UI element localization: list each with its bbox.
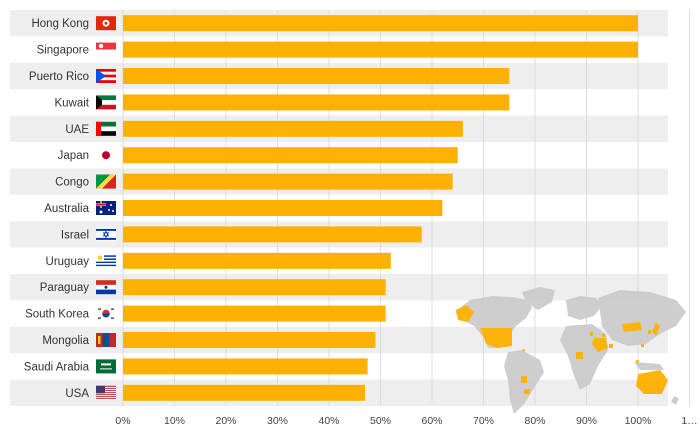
puerto-rico-flag-icon bbox=[96, 69, 116, 83]
category-label: Paraguay bbox=[40, 282, 89, 294]
map-paraguay bbox=[521, 376, 527, 383]
category-label: Kuwait bbox=[54, 97, 89, 109]
category-label: Australia bbox=[44, 203, 89, 215]
bar-south-korea bbox=[123, 305, 386, 322]
map-asia bbox=[598, 290, 686, 346]
kuwait-flag-icon bbox=[96, 95, 116, 110]
bars bbox=[123, 15, 638, 401]
bar-usa bbox=[123, 384, 366, 401]
japan-flag-icon bbox=[96, 148, 116, 163]
bar-kuwait bbox=[123, 94, 510, 111]
map-australia bbox=[636, 370, 668, 394]
bar-uae bbox=[123, 120, 463, 137]
map-new-zealand bbox=[671, 396, 679, 405]
bar-paraguay bbox=[123, 279, 386, 296]
bar-puerto-rico bbox=[123, 68, 510, 84]
bar-hong-kong bbox=[123, 15, 638, 32]
category-label: Uruguay bbox=[46, 256, 90, 268]
world-map-inset bbox=[455, 287, 686, 414]
category-label: Saudi Arabia bbox=[24, 361, 90, 373]
map-saudi-arabia bbox=[592, 338, 608, 352]
bar-israel bbox=[123, 226, 422, 243]
x-tick-label: 40% bbox=[318, 415, 339, 427]
bar-uruguay bbox=[123, 252, 391, 269]
category-label: Israel bbox=[61, 229, 89, 241]
map-indonesia bbox=[634, 362, 664, 370]
category-label: USA bbox=[65, 388, 89, 400]
x-tick-label: 10% bbox=[164, 415, 185, 427]
bar-singapore bbox=[123, 41, 638, 58]
uruguay-flag-icon bbox=[96, 253, 116, 268]
category-label: Hong Kong bbox=[31, 18, 89, 30]
australia-flag-icon bbox=[96, 201, 116, 215]
map-uruguay bbox=[524, 389, 530, 394]
bar-congo bbox=[123, 173, 453, 190]
map-japan bbox=[652, 322, 660, 336]
paraguay-flag-icon bbox=[96, 280, 116, 295]
israel-flag-icon bbox=[96, 227, 116, 242]
usa-flag-icon bbox=[96, 385, 116, 400]
category-label: Congo bbox=[55, 177, 89, 189]
map-uae bbox=[609, 344, 613, 348]
x-tick-label: 60% bbox=[421, 415, 442, 427]
bar-mongolia bbox=[123, 332, 376, 348]
map-hong-kong bbox=[641, 344, 644, 347]
mongolia-flag-icon bbox=[96, 333, 116, 347]
congo-flag-icon bbox=[96, 174, 116, 189]
map-europe bbox=[566, 296, 602, 320]
map-mongolia bbox=[622, 322, 642, 332]
x-tick-label: 20% bbox=[215, 415, 236, 427]
x-tick-label: 30% bbox=[267, 415, 288, 427]
map-usa bbox=[480, 328, 512, 348]
category-label: Mongolia bbox=[42, 335, 89, 347]
x-tick-label: 70% bbox=[473, 415, 494, 427]
x-tick-label: 100% bbox=[625, 415, 652, 427]
category-label: Japan bbox=[58, 150, 89, 162]
south-korea-flag-icon bbox=[96, 306, 116, 321]
x-tick-label: 90% bbox=[576, 415, 597, 427]
map-alaska bbox=[456, 305, 474, 322]
map-south-korea bbox=[648, 330, 651, 334]
flag-icons bbox=[96, 16, 116, 400]
category-label: UAE bbox=[65, 124, 89, 136]
bar-saudi-arabia bbox=[123, 358, 368, 375]
bar-japan bbox=[123, 147, 458, 164]
category-label: Puerto Rico bbox=[29, 71, 89, 83]
bar-australia bbox=[123, 200, 443, 216]
category-label: South Korea bbox=[25, 309, 90, 321]
map-congo bbox=[576, 352, 583, 359]
category-label: Singapore bbox=[37, 45, 89, 57]
map-israel bbox=[590, 332, 593, 336]
map-kuwait bbox=[602, 334, 605, 337]
x-tick-label: 80% bbox=[524, 415, 545, 427]
map-north-america bbox=[455, 296, 532, 348]
singapore-flag-icon bbox=[96, 42, 116, 57]
saudi-arabia-flag-icon bbox=[96, 359, 116, 374]
category-labels: Hong Kong Singapore Puerto Rico Kuwait UAE Ja… bbox=[24, 18, 90, 400]
x-tick-label: 0% bbox=[115, 415, 130, 427]
x-axis-ticks: 0% 10% 20% 30% 40% 50% 60% 70% 80% 90% 100% 1… bbox=[115, 415, 697, 427]
map-greenland bbox=[522, 287, 555, 310]
uae-flag-icon bbox=[96, 121, 116, 136]
hong-kong-flag-icon bbox=[96, 16, 116, 31]
x-tick-label: 1… bbox=[681, 415, 697, 427]
x-tick-label: 50% bbox=[370, 415, 391, 427]
